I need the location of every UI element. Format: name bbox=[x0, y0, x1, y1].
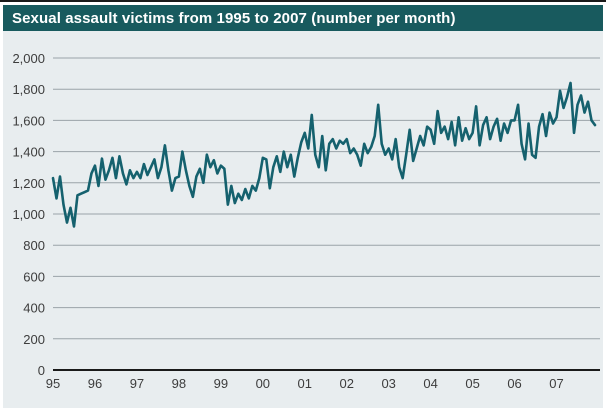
y-tick-label: 200 bbox=[23, 332, 45, 347]
x-tick-label: 99 bbox=[214, 376, 228, 391]
x-tick-label: 98 bbox=[172, 376, 186, 391]
y-tick-label: 600 bbox=[23, 269, 45, 284]
x-tick-label: 06 bbox=[507, 376, 521, 391]
x-tick-label: 03 bbox=[381, 376, 395, 391]
y-tick-label: 0 bbox=[38, 363, 45, 378]
y-tick-label: 1,800 bbox=[12, 82, 45, 97]
x-tick-label: 07 bbox=[549, 376, 563, 391]
chart-panel: 0 200 400 600 800 1,000 1,200 1,400 1,600 1,800 2,… bbox=[3, 31, 603, 408]
x-tick-label: 04 bbox=[423, 376, 437, 391]
x-tick-label: 96 bbox=[88, 376, 102, 391]
y-tick-label: 1,200 bbox=[12, 176, 45, 191]
y-tick-label: 1,600 bbox=[12, 113, 45, 128]
y-tick-label: 800 bbox=[23, 238, 45, 253]
x-tick-label: 02 bbox=[339, 376, 353, 391]
chart-header-bar: Sexual assault victims from 1995 to 2007… bbox=[3, 5, 603, 31]
line-chart: 02004006008001,0001,2001,4001,6001,8002,… bbox=[12, 51, 600, 391]
x-tick-label: 00 bbox=[256, 376, 270, 391]
data-line bbox=[51, 81, 597, 228]
chart-title: Sexual assault victims from 1995 to 2007… bbox=[12, 9, 456, 27]
x-tick-label: 01 bbox=[298, 376, 312, 391]
x-tick-label: 97 bbox=[130, 376, 144, 391]
y-tick-label: 400 bbox=[23, 301, 45, 316]
x-tick-label: 95 bbox=[46, 376, 60, 391]
y-tick-label: 1,000 bbox=[12, 207, 45, 222]
top-border-rule bbox=[0, 0, 606, 2]
x-tick-label: 05 bbox=[465, 376, 479, 391]
y-tick-label: 1,400 bbox=[12, 145, 45, 160]
y-tick-label: 2,000 bbox=[12, 51, 45, 66]
